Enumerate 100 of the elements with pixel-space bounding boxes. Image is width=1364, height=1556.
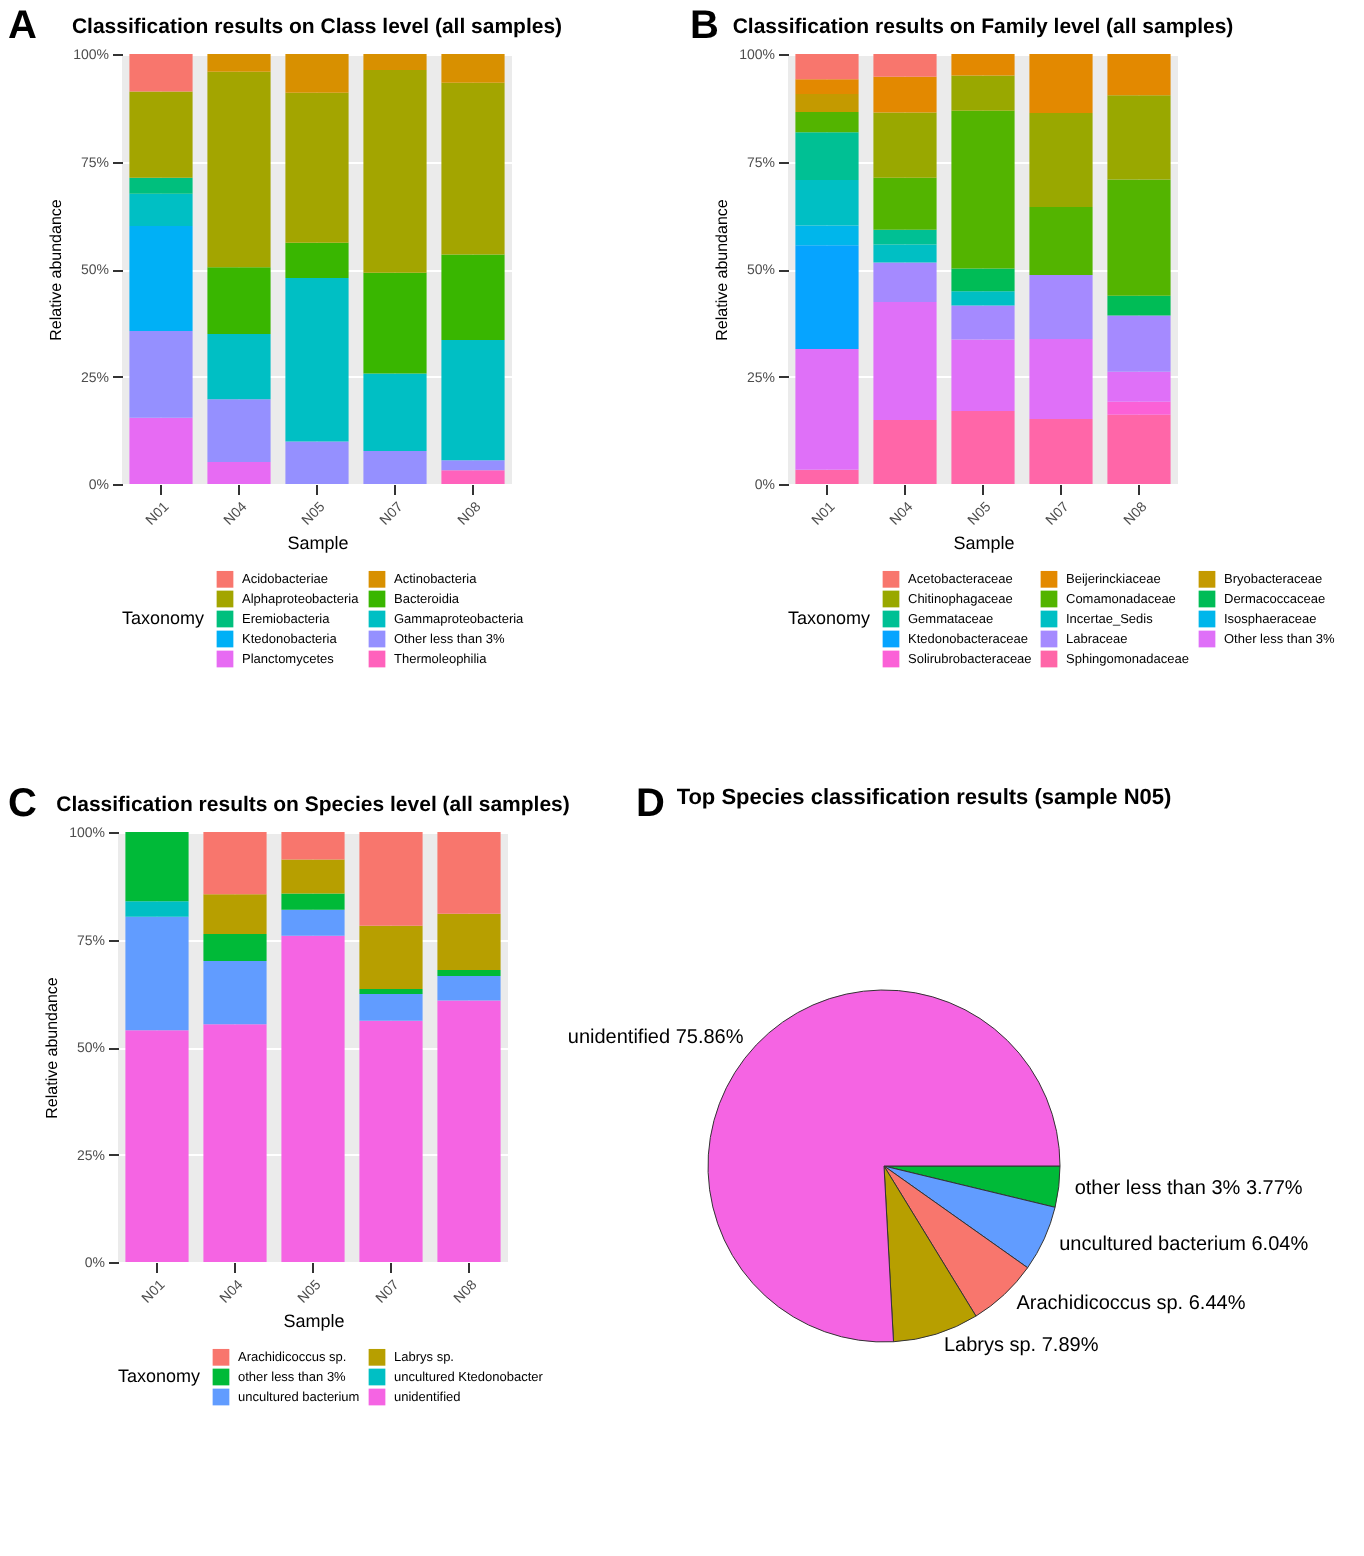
- bar: [951, 268, 1015, 292]
- bar: [441, 82, 505, 255]
- bar: [795, 112, 859, 133]
- bar: [1029, 207, 1093, 276]
- legend-title: Taxonomy: [118, 1366, 202, 1386]
- bar: [363, 373, 427, 451]
- bar: [873, 302, 937, 420]
- bar: [129, 193, 193, 226]
- x-axis-title: Sample: [953, 533, 1015, 554]
- bar: [359, 994, 423, 1021]
- slice-label: Arachidicoccus sp. 6.44%: [1016, 1293, 1246, 1316]
- bar: [1107, 95, 1171, 180]
- bar: [1107, 401, 1171, 415]
- bar: [437, 913, 501, 971]
- bar: [1029, 112, 1093, 208]
- bar: [285, 92, 349, 243]
- bar: [207, 399, 271, 463]
- bar: [873, 54, 937, 77]
- bar: [125, 832, 189, 902]
- bar: [281, 832, 345, 860]
- bar: [1029, 339, 1093, 420]
- bar: [281, 935, 345, 1262]
- bar: [951, 110, 1015, 269]
- bar: [437, 1000, 501, 1262]
- bar: [285, 242, 349, 279]
- bar: [125, 901, 189, 917]
- bar: [951, 410, 1015, 484]
- legend-title: Taxonomy: [788, 608, 872, 628]
- bar: [207, 462, 271, 484]
- bar: [1107, 371, 1171, 402]
- bar: [795, 348, 859, 470]
- bar: [441, 470, 505, 484]
- bar: [203, 961, 267, 1025]
- bar: [873, 244, 937, 263]
- slice-label: other less than 3% 3.77%: [1074, 1178, 1303, 1201]
- bar: [795, 469, 859, 484]
- bar: [129, 177, 193, 194]
- bar: [1107, 295, 1171, 316]
- bar: [207, 333, 271, 400]
- bar: [795, 179, 859, 226]
- bar: [951, 54, 1015, 76]
- bar: [795, 93, 859, 113]
- bar: [795, 245, 859, 349]
- bar: [285, 278, 349, 442]
- bar: [359, 1020, 423, 1262]
- bar: [873, 229, 937, 245]
- bar: [207, 267, 271, 334]
- bar: [795, 132, 859, 180]
- bar: [285, 54, 349, 93]
- bar: [437, 970, 501, 977]
- bar: [1029, 275, 1093, 340]
- bar: [203, 894, 267, 934]
- bar: [363, 450, 427, 484]
- chart-title: Classification results on Species level (all samples): [56, 793, 570, 817]
- bar: [873, 112, 937, 178]
- bar: [795, 225, 859, 246]
- bar: [873, 419, 937, 484]
- chart-title: Top Species classification results (sample N05): [676, 786, 1173, 810]
- bar: [359, 925, 423, 989]
- bar: [951, 75, 1015, 111]
- bar: [951, 339, 1015, 411]
- bar: [1029, 54, 1093, 113]
- bar: [285, 441, 349, 484]
- chart-title: Classification results on Class level (all samples): [71, 15, 563, 39]
- bar: [1107, 414, 1171, 484]
- bar: [441, 339, 505, 461]
- bar: [441, 54, 505, 83]
- bar: [129, 91, 193, 178]
- bar: [359, 832, 423, 926]
- x-axis-title: Sample: [287, 533, 349, 554]
- bar: [437, 976, 501, 1001]
- bar: [129, 54, 193, 92]
- bar: [441, 460, 505, 471]
- slice-label: uncultured bacterium 6.04%: [1059, 1233, 1309, 1256]
- bar: [951, 291, 1015, 306]
- bar: [281, 893, 345, 910]
- slice-label: Labrys sp. 7.89%: [943, 1335, 1099, 1358]
- bar: [363, 69, 427, 273]
- bar: [125, 1030, 189, 1262]
- text: C: [8, 782, 37, 828]
- bar: [951, 305, 1015, 340]
- bar: [441, 254, 505, 340]
- bar: [359, 988, 423, 995]
- bar: [873, 177, 937, 230]
- bar: [873, 76, 937, 113]
- bar: [129, 330, 193, 418]
- bar: [363, 54, 427, 70]
- bar: [207, 54, 271, 72]
- bar: [125, 916, 189, 1031]
- bar: [203, 933, 267, 961]
- slice-label: unidentified 75.86%: [567, 1026, 744, 1049]
- bar: [129, 417, 193, 484]
- bar: [437, 832, 501, 914]
- text: A: [8, 4, 37, 50]
- bar: [1029, 419, 1093, 484]
- bar: [1107, 54, 1171, 96]
- bar: [129, 226, 193, 331]
- bar: [1107, 179, 1171, 296]
- bar: [873, 262, 937, 303]
- bar: [207, 71, 271, 268]
